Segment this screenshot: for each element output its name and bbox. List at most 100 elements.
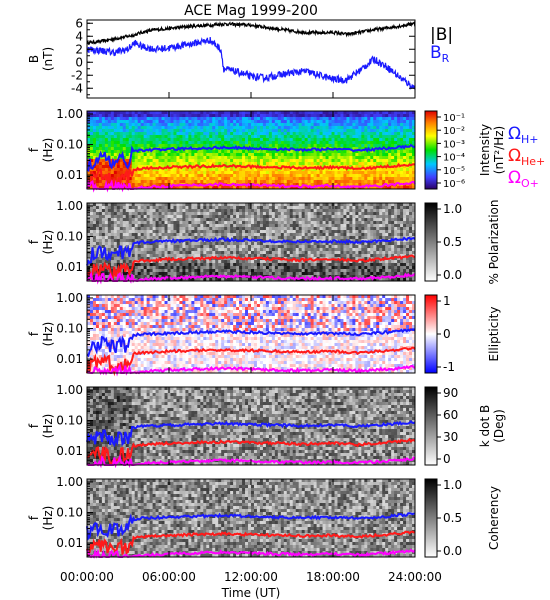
- spectrogram-cell: [197, 177, 201, 181]
- spectrogram-cell: [176, 186, 180, 190]
- spectrogram-cell: [349, 162, 353, 166]
- spectrogram-cell: [101, 224, 106, 228]
- spectrogram-cell: [110, 129, 115, 133]
- spectrogram-cell: [182, 254, 186, 258]
- spectrogram-cell: [352, 141, 356, 145]
- spectrogram-cell: [251, 177, 255, 181]
- spectrogram-cell: [155, 230, 159, 234]
- spectrogram-cell: [224, 266, 228, 270]
- spectrogram-cell: [185, 269, 189, 273]
- spectrogram-cell: [206, 111, 210, 115]
- colorbar-tick-label: 10⁻⁴: [443, 153, 465, 164]
- spectrogram-cell: [233, 263, 237, 267]
- spectrogram-cell: [215, 186, 219, 190]
- spectrogram-cell: [227, 230, 231, 234]
- spectrogram-cell: [301, 233, 306, 237]
- spectrogram-cell: [152, 278, 156, 282]
- spectrogram-cell: [280, 221, 285, 225]
- spectrogram-cell: [212, 114, 216, 118]
- spectrogram-cell: [412, 171, 416, 175]
- spectrogram-cell: [158, 266, 162, 270]
- spectrogram-cell: [146, 230, 151, 234]
- spectrogram-cell: [349, 183, 353, 187]
- spectrogram-cell: [304, 123, 309, 127]
- spectrogram-cell: [146, 215, 151, 219]
- spectrogram-cell: [98, 260, 103, 264]
- spectrogram-cell: [301, 168, 306, 172]
- spectrogram-cell: [325, 174, 329, 178]
- spectrogram-cell: [325, 159, 329, 163]
- spectrogram-cell: [146, 254, 151, 258]
- spectrogram-cell: [155, 248, 159, 252]
- spectrogram-cell: [304, 147, 309, 151]
- spectrogram-cell: [92, 114, 97, 118]
- spectrogram-cell: [256, 212, 261, 216]
- spectrogram-cell: [400, 186, 404, 190]
- spectrogram-cell: [271, 135, 276, 139]
- spectrogram-cell: [164, 177, 168, 181]
- spectrogram-cell: [298, 212, 303, 216]
- spectrogram-cell: [203, 126, 207, 130]
- spectrogram-cell: [316, 132, 320, 136]
- spectrogram-cell: [271, 206, 276, 210]
- spectrogram-cell: [200, 245, 204, 249]
- spectrogram-cell: [173, 248, 177, 252]
- spectrogram-cell: [310, 126, 315, 130]
- spectrogram-cell: [149, 126, 153, 130]
- spectrogram-cell: [176, 123, 180, 127]
- spectrogram-cell: [185, 171, 189, 175]
- spectrogram-cell: [143, 251, 148, 255]
- spectrogram-cell: [268, 162, 273, 166]
- spectrogram-cell: [161, 224, 165, 228]
- spectrogram-cell: [116, 138, 121, 142]
- spectrogram-cell: [116, 206, 121, 210]
- spectrogram-cell: [251, 117, 255, 121]
- spectrogram-cell: [248, 230, 252, 234]
- spectrogram-cell: [203, 111, 207, 115]
- spectrogram-cell: [176, 245, 180, 249]
- spectrogram-cell: [394, 186, 398, 190]
- spectrogram-cell: [188, 206, 192, 210]
- spectrogram-cell: [233, 242, 237, 246]
- spectrogram-cell: [271, 260, 276, 264]
- spectrogram-cell: [164, 138, 168, 142]
- spectrogram-cell: [373, 171, 377, 175]
- spectrogram-cell: [224, 248, 228, 252]
- spectrogram-cell: [233, 269, 237, 273]
- spectrogram-cell: [277, 236, 282, 240]
- spectrogram-cell: [119, 260, 124, 264]
- spectrogram-cell: [122, 117, 127, 121]
- spectrogram-cell: [313, 150, 317, 154]
- spectrogram-cell: [301, 159, 306, 163]
- spectrogram-cell: [89, 147, 94, 151]
- spectrogram-cell: [373, 153, 377, 157]
- spectrogram-cell: [236, 254, 240, 258]
- spectrogram-cell: [289, 269, 294, 273]
- spectrogram-cell: [131, 141, 136, 145]
- spectrogram-cell: [298, 266, 303, 270]
- spectrogram-cell: [104, 153, 109, 157]
- spectrogram-cell: [391, 177, 395, 181]
- spectrogram-cell: [98, 230, 103, 234]
- spectrogram-cell: [265, 218, 270, 222]
- spectrogram-cell: [92, 224, 97, 228]
- spectrogram-cell: [265, 171, 270, 175]
- spectrogram-cell: [322, 177, 326, 181]
- spectrogram-cell: [152, 186, 156, 190]
- spectrogram-cell: [406, 147, 410, 151]
- spectrogram-cell: [188, 186, 192, 190]
- spectrogram-cell: [212, 144, 216, 148]
- spectrogram-cell: [310, 203, 315, 207]
- spectrogram-cell: [203, 251, 207, 255]
- spectrogram-cell: [221, 111, 225, 115]
- spectrogram-cell: [262, 141, 267, 145]
- spectrogram-cell: [310, 245, 315, 249]
- spectrogram-cell: [146, 138, 151, 142]
- spectrogram-cell: [310, 183, 315, 187]
- spectrogram-cell: [185, 138, 189, 142]
- spectrogram-cell: [152, 123, 156, 127]
- spectrogram-cell: [313, 186, 317, 190]
- spectrogram-cell: [122, 236, 127, 240]
- spectrogram-cell: [268, 245, 273, 249]
- spectrogram-cell: [406, 156, 410, 160]
